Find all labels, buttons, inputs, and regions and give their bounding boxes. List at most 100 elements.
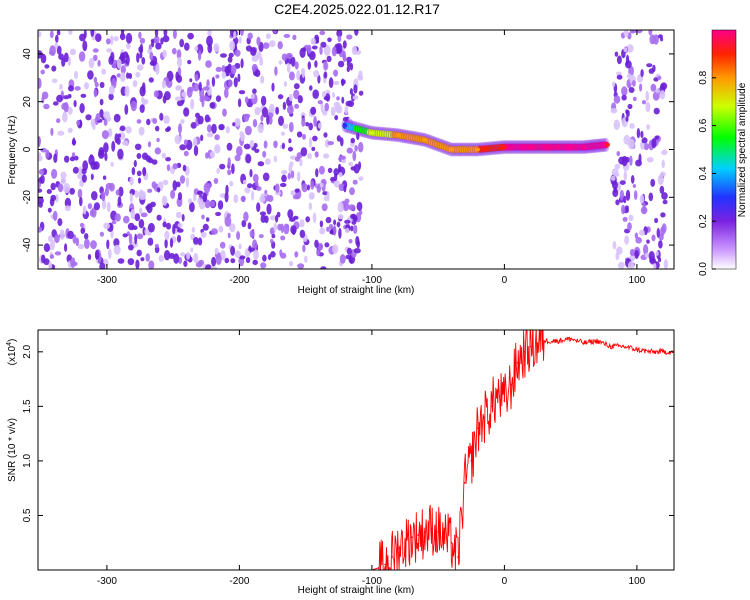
noise-blob-0-189 (156, 137, 160, 143)
noise-blob-0-1033 (76, 119, 81, 126)
noise-blob-0-791 (343, 185, 347, 193)
noise-blob-0-435 (157, 187, 161, 193)
ridge-key-point-10 (605, 142, 610, 147)
noise-blob-1-68 (649, 34, 656, 45)
noise-blob-0-426 (229, 180, 234, 187)
noise-blob-0-572 (64, 205, 71, 212)
noise-blob-0-199 (148, 77, 154, 83)
noise-blob-0-410 (350, 213, 357, 219)
noise-blob-0-375 (317, 100, 323, 105)
noise-blob-1-28 (617, 261, 625, 269)
noise-blob-0-70 (269, 40, 276, 48)
noise-blob-0-718 (336, 221, 341, 228)
noise-blob-0-213 (290, 190, 296, 196)
noise-blob-0-897 (95, 113, 101, 121)
noise-blob-0-986 (290, 170, 295, 179)
noise-blob-0-744 (134, 190, 140, 198)
noise-blob-0-544 (173, 253, 180, 264)
noise-blob-0-846 (255, 180, 259, 187)
noise-blob-0-539 (333, 225, 337, 236)
snr-y-multiplier-exp: 4 (6, 342, 13, 346)
noise-blob-0-1029 (90, 173, 94, 180)
noise-blob-0-1019 (252, 88, 257, 94)
noise-blob-0-114 (178, 123, 182, 134)
noise-blob-0-8 (176, 234, 182, 243)
noise-blob-0-530 (336, 42, 343, 54)
spectrogram-y-tick-label-1: -20 (22, 190, 33, 205)
noise-blob-0-792 (260, 214, 267, 223)
snr-point-33 (609, 345, 612, 348)
noise-blob-0-184 (324, 102, 330, 112)
noise-blob-0-387 (211, 76, 216, 87)
noise-blob-0-75 (264, 189, 268, 195)
colorbar: 0.0 0.2 0.4 0.6 0.8 Normalized spectral ampl… (698, 29, 748, 276)
noise-blob-0-252 (95, 33, 102, 42)
noise-blob-0-987 (342, 116, 349, 122)
noise-blob-0-358 (99, 98, 104, 106)
noise-blob-0-510 (183, 260, 188, 268)
noise-blob-0-407 (63, 52, 69, 63)
noise-blob-1-159 (612, 81, 616, 87)
noise-blob-0-62 (51, 65, 57, 72)
noise-blob-1-130 (657, 75, 662, 80)
noise-blob-0-795 (129, 176, 134, 186)
snr-y-tick-label-0: 0.5 (22, 508, 33, 522)
noise-blob-0-984 (93, 76, 98, 84)
noise-blob-0-693 (181, 91, 187, 97)
noise-blob-0-227 (205, 60, 212, 68)
noise-blob-0-895 (140, 257, 145, 262)
noise-blob-0-672 (131, 225, 138, 230)
noise-blob-1-122 (632, 184, 637, 188)
noise-blob-1-112 (653, 107, 660, 115)
snr-line (38, 330, 674, 570)
noise-blob-0-549 (325, 89, 331, 95)
colorbar-tick-label-0: 0.0 (698, 262, 709, 276)
noise-blob-0-200 (156, 214, 162, 221)
noise-blob-0-696 (205, 264, 212, 269)
noise-blob-0-1025 (82, 40, 88, 52)
noise-blob-1-41 (640, 130, 644, 138)
noise-blob-0-801 (172, 163, 178, 170)
noise-blob-0-788 (329, 229, 334, 235)
snr-point-24 (516, 361, 519, 364)
noise-blob-0-911 (38, 226, 43, 233)
noise-blob-0-866 (162, 221, 167, 228)
noise-blob-0-175 (93, 54, 98, 62)
noise-blob-0-458 (319, 220, 324, 228)
noise-blob-0-606 (333, 80, 340, 86)
ridge-key-point-5 (475, 147, 480, 152)
noise-blob-0-820 (141, 191, 147, 201)
noise-blob-0-99 (290, 155, 297, 160)
noise-blob-0-306 (87, 203, 93, 210)
noise-blob-0-933 (327, 37, 332, 43)
noise-blob-0-894 (174, 96, 182, 102)
noise-blob-0-416 (207, 30, 212, 38)
noise-blob-0-668 (256, 36, 261, 46)
noise-blob-0-908 (256, 186, 262, 192)
noise-blob-0-931 (200, 231, 207, 238)
noise-blob-0-257 (353, 84, 358, 94)
noise-blob-0-502 (67, 230, 74, 240)
noise-blob-0-437 (237, 98, 242, 108)
noise-blob-0-789 (113, 36, 119, 42)
snr-point-14 (450, 541, 453, 544)
noise-blob-0-804 (166, 126, 171, 132)
noise-blob-0-919 (253, 249, 259, 260)
snr-y-tick-label-3: 2.0 (22, 344, 33, 358)
noise-blob-0-461 (314, 151, 319, 158)
noise-blob-1-17 (654, 217, 659, 224)
snr-point-28 (543, 340, 545, 342)
snr-point-36 (649, 351, 651, 353)
noise-blob-0-348 (118, 186, 124, 197)
noise-blob-1-169 (648, 251, 655, 262)
noise-blob-0-1034 (283, 33, 291, 38)
noise-blob-1-118 (661, 192, 668, 200)
noise-blob-0-921 (219, 241, 226, 249)
noise-blob-0-588 (350, 137, 355, 144)
noise-blob-0-492 (224, 191, 229, 203)
noise-blob-0-307 (278, 60, 283, 65)
noise-blob-0-475 (328, 77, 334, 89)
noise-blob-0-916 (198, 81, 202, 92)
noise-blob-1-57 (643, 143, 650, 151)
